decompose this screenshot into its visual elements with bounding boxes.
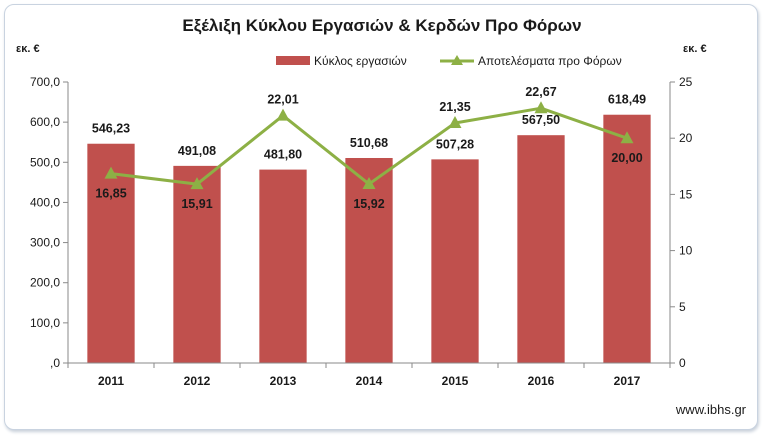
category-label: 2011	[98, 374, 124, 388]
right-tick-label: 25	[679, 75, 693, 89]
category-label: 2012	[184, 374, 211, 388]
left-tick-label: 300,0	[30, 236, 60, 250]
revenue-bars	[87, 114, 651, 363]
profit-data-labels: 16,85 15,91 22,01 15,92 21,35 22,67 20,00	[95, 85, 642, 211]
left-tick-label: ,0	[50, 356, 60, 370]
revenue-data-label: 491,08	[178, 144, 216, 158]
left-tick-label: 500,0	[30, 155, 60, 169]
revenue-bar	[259, 169, 307, 363]
profit-marker	[620, 131, 634, 144]
revenue-bar	[431, 159, 479, 363]
left-tick-label: 700,0	[30, 75, 60, 89]
revenue-bar	[345, 157, 393, 363]
revenue-data-label: 546,23	[92, 122, 130, 136]
revenue-bar	[517, 135, 565, 363]
right-tick-label: 10	[679, 244, 693, 258]
left-tick-label: 200,0	[30, 276, 60, 290]
source-label: www.ibhs.gr	[675, 402, 747, 417]
revenue-data-label: 481,80	[264, 148, 302, 162]
revenue-data-label: 510,68	[350, 136, 388, 150]
profit-data-label: 22,67	[525, 85, 556, 99]
profit-marker	[104, 166, 118, 179]
category-label: 2017	[614, 374, 641, 388]
legend-label-revenue: Κύκλος εργασιών	[314, 54, 407, 68]
profit-marker	[362, 177, 376, 190]
axes	[67, 82, 671, 368]
left-axis-ticks: ,0 100,0 200,0 300,0 400,0 500,0 600,0 700,0	[30, 75, 68, 370]
left-tick-label: 400,0	[30, 195, 60, 209]
right-axis-unit: εκ. €	[683, 43, 707, 55]
right-axis-ticks: 0 5 10 15 20 25	[670, 75, 693, 370]
profit-data-label: 20,00	[611, 151, 642, 165]
profit-data-label: 15,91	[181, 197, 212, 211]
right-tick-label: 20	[679, 131, 693, 145]
left-tick-label: 600,0	[30, 115, 60, 129]
right-tick-label: 0	[679, 356, 686, 370]
revenue-data-label: 507,28	[436, 137, 474, 151]
category-labels: 2011 2012 2013 2014 2015 2016 2017	[98, 374, 641, 388]
profit-data-label: 22,01	[267, 93, 298, 107]
profit-data-label: 16,85	[95, 187, 126, 201]
revenue-bar	[87, 143, 135, 363]
profit-marker	[276, 108, 290, 121]
chart-title: Εξέλιξη Κύκλου Εργασιών & Κερδών Προ Φόρ…	[182, 16, 581, 35]
category-label: 2013	[270, 374, 297, 388]
profit-line-series	[104, 101, 634, 190]
right-tick-label: 5	[679, 300, 686, 314]
left-axis-unit: εκ. €	[16, 43, 40, 55]
revenue-bar	[603, 114, 651, 363]
legend-label-profit: Αποτελέσματα προ Φόρων	[478, 54, 622, 68]
legend-swatch-profit-marker	[451, 55, 463, 65]
revenue-data-label: 567,50	[522, 113, 560, 127]
profit-marker	[448, 116, 462, 129]
revenue-bar	[173, 165, 221, 363]
legend: Κύκλος εργασιών Αποτελέσματα προ Φόρων	[276, 54, 622, 68]
category-label: 2014	[356, 374, 383, 388]
right-tick-label: 15	[679, 187, 693, 201]
profit-data-label: 21,35	[439, 100, 470, 114]
legend-swatch-revenue	[276, 56, 310, 65]
left-tick-label: 100,0	[30, 316, 60, 330]
revenue-data-labels: 546,23 491,08 481,80 510,68 507,28 567,50 618,…	[92, 93, 646, 162]
category-label: 2015	[442, 374, 469, 388]
revenue-data-label: 618,49	[608, 93, 646, 107]
profit-data-label: 15,92	[353, 197, 384, 211]
category-label: 2016	[528, 374, 555, 388]
profit-marker	[534, 101, 548, 114]
profit-marker	[190, 177, 204, 190]
